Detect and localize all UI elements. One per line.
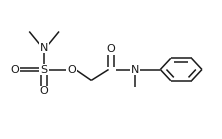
Text: N: N	[40, 43, 48, 53]
Text: N: N	[131, 64, 139, 75]
Text: O: O	[40, 86, 49, 96]
Text: S: S	[41, 64, 48, 75]
Text: O: O	[67, 64, 76, 75]
Text: O: O	[10, 64, 19, 75]
Text: O: O	[107, 44, 115, 54]
